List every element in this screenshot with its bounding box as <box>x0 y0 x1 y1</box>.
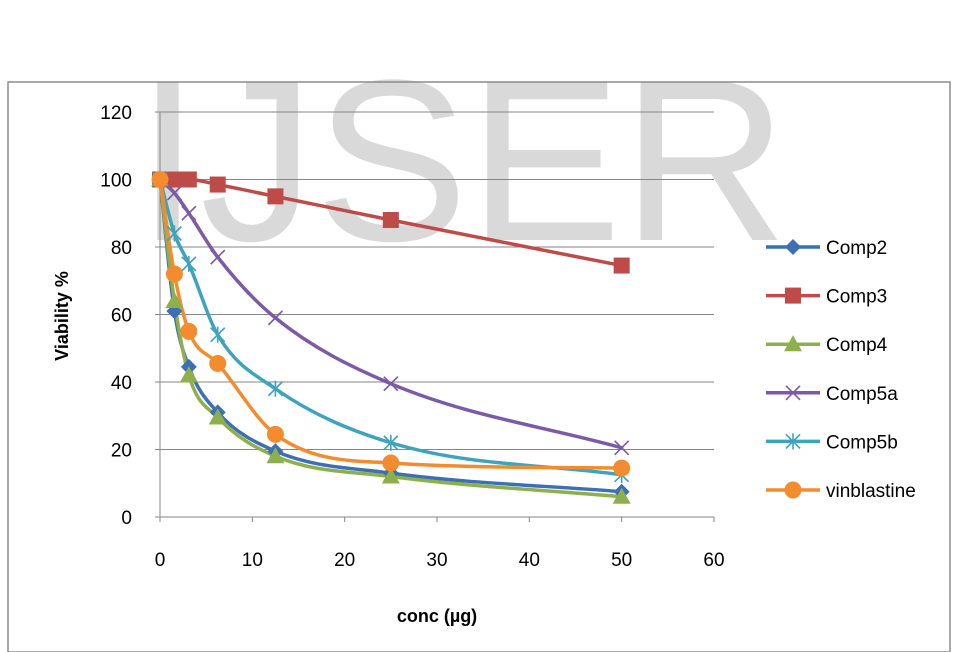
x-tick-label: 30 <box>426 550 447 571</box>
y-axis-title: Viability % <box>52 271 72 361</box>
data-point-comp4 <box>179 366 198 383</box>
y-tick-label: 100 <box>100 171 132 192</box>
x-tick-label: 60 <box>703 550 724 571</box>
data-point-vinblastine <box>180 322 198 340</box>
data-point-comp3 <box>166 171 183 188</box>
legend-marker-comp5a <box>785 385 801 401</box>
y-tick-label: 40 <box>111 373 132 394</box>
x-tick-labels: 0 10 20 30 40 50 60 <box>155 550 725 571</box>
legend: Comp2 Comp3 Comp4 Comp5a Comp5b vinblastine <box>766 238 916 502</box>
data-point-comp4 <box>165 292 184 308</box>
legend-label-vinblastine: vinblastine <box>826 481 916 502</box>
data-point-comp5b <box>166 225 182 242</box>
data-point-vinblastine <box>382 454 400 472</box>
legend-label-comp5a: Comp5a <box>826 384 898 405</box>
data-point-comp4 <box>381 467 400 484</box>
y-tick-labels: 0 20 40 60 80 100 120 <box>100 103 132 529</box>
x-tick-label: 10 <box>242 550 263 571</box>
legend-label-comp2: Comp2 <box>826 238 887 259</box>
legend-marker-comp3 <box>785 287 801 304</box>
x-tick-label: 0 <box>155 550 166 571</box>
data-point-vinblastine <box>613 459 631 477</box>
data-point-comp5b <box>210 326 226 343</box>
y-tick-label: 20 <box>111 441 132 462</box>
series-line-comp5b <box>158 177 624 477</box>
data-point-comp5b <box>267 380 283 397</box>
data-point-comp5a <box>614 440 630 456</box>
data-point-vinblastine <box>266 425 284 443</box>
legend-marker-comp4 <box>784 335 802 352</box>
data-point-comp3 <box>613 257 630 274</box>
watermark-text: IJSER <box>136 32 788 289</box>
y-tick-label: 60 <box>111 306 132 327</box>
data-point-comp3 <box>382 212 399 228</box>
y-tick-label: 120 <box>100 103 132 124</box>
chart-frame <box>7 81 951 652</box>
data-point-comp5a <box>210 249 226 265</box>
y-tick-label: 80 <box>111 238 132 259</box>
y-tick-label: 0 <box>121 508 132 529</box>
data-point-comp3 <box>267 188 284 205</box>
x-tick-label: 40 <box>519 550 540 571</box>
gridlines <box>160 111 714 450</box>
x-tick-label: 20 <box>334 550 355 571</box>
data-point-comp5b <box>181 255 197 272</box>
data-point-comp5b <box>383 434 399 451</box>
data-point-comp5a <box>181 205 197 221</box>
data-point-vinblastine <box>165 265 183 283</box>
legend-label-comp4: Comp4 <box>826 335 888 356</box>
data-point-comp5a <box>383 376 399 392</box>
legend-label-comp3: Comp3 <box>826 287 887 308</box>
axes <box>155 111 715 522</box>
data-point-comp4 <box>208 408 227 425</box>
data-point-comp4 <box>612 487 631 504</box>
data-point-vinblastine <box>151 171 169 188</box>
data-point-comp4 <box>266 447 285 464</box>
legend-marker-comp5b <box>785 433 801 450</box>
data-point-comp5a <box>267 310 283 326</box>
legend-marker-comp2 <box>785 239 801 255</box>
legend-label-comp5b: Comp5b <box>826 432 898 453</box>
data-point-comp3 <box>209 176 226 193</box>
data-point-comp3 <box>180 171 197 188</box>
data-point-comp5a <box>166 185 182 201</box>
legend-marker-vinblastine <box>784 481 802 499</box>
data-point-vinblastine <box>209 354 227 372</box>
series-markers <box>151 170 631 504</box>
x-tick-label: 50 <box>611 550 632 571</box>
x-axis-title: conc (µg) <box>397 606 477 626</box>
